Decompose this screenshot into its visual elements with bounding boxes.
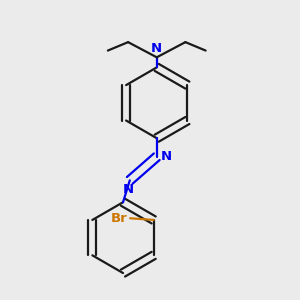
Text: N: N bbox=[151, 42, 162, 55]
Text: Br: Br bbox=[111, 212, 128, 225]
Text: N: N bbox=[161, 150, 172, 163]
Text: N: N bbox=[123, 183, 134, 196]
